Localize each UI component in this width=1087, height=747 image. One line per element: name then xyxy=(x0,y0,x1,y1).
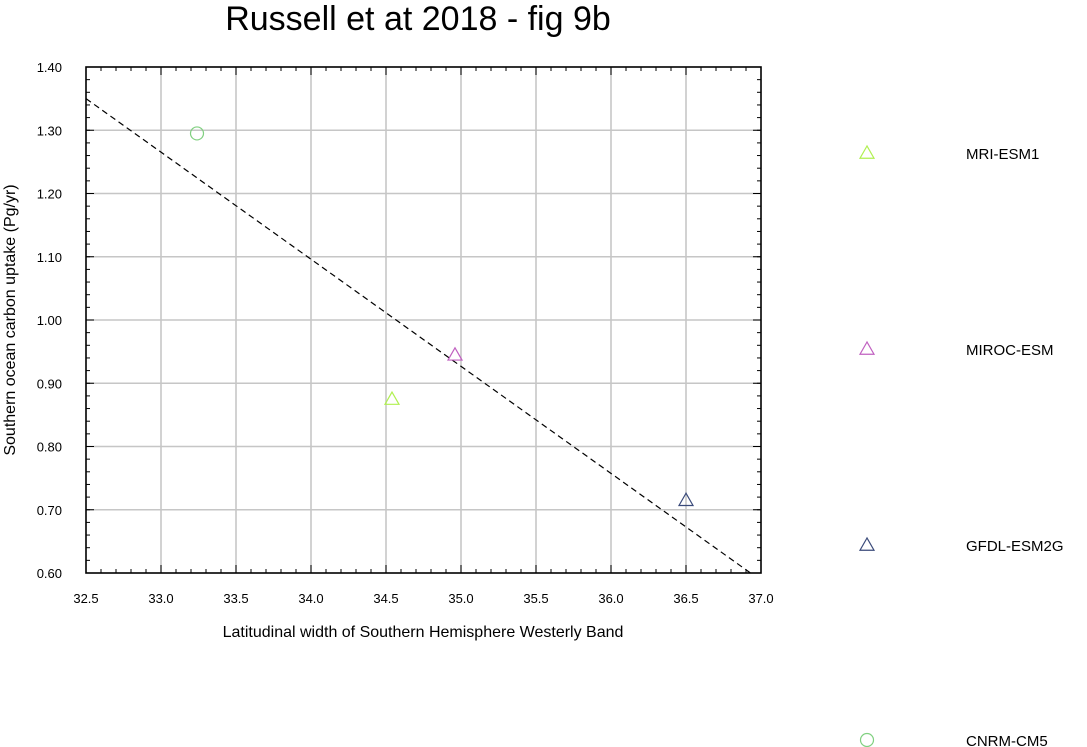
plot-frame xyxy=(85,66,762,574)
legend-marker-mri-esm1 xyxy=(858,144,876,159)
legend-label-miroc-esm: MIROC-ESM xyxy=(966,342,1054,359)
chart-title: Russell et at 2018 - fig 9b xyxy=(225,0,611,38)
y-tick-label: 0.90 xyxy=(37,376,62,391)
legend: MRI-ESM1 MIROC-ESM GFDL-ESM2G CNRM-CM5 xyxy=(858,144,1064,747)
y-tick-label: 0.70 xyxy=(37,503,62,518)
data-point-cnrm-cm5 xyxy=(189,126,205,141)
legend-label-mri-esm1: MRI-ESM1 xyxy=(966,146,1039,163)
x-tick-label: 37.0 xyxy=(748,591,773,606)
x-tick-label: 36.5 xyxy=(673,591,698,606)
regression-layer xyxy=(85,98,751,574)
x-tick-label: 34.5 xyxy=(373,591,398,606)
legend-label-gfdl-esm2g: GFDL-ESM2G xyxy=(966,538,1064,555)
y-tick-label: 0.60 xyxy=(37,566,62,581)
x-tick-label: 35.5 xyxy=(523,591,548,606)
x-tick-label: 35.0 xyxy=(448,591,473,606)
x-tick-label: 32.5 xyxy=(73,591,98,606)
x-axis-label: Latitudinal width of Southern Hemisphere… xyxy=(223,624,624,641)
y-tick-label: 1.00 xyxy=(37,313,62,328)
legend-marker-cnrm-cm5 xyxy=(859,732,875,747)
data-point-miroc-esm xyxy=(446,346,464,361)
y-tick-label: 0.80 xyxy=(37,440,62,455)
y-tick-label: 1.20 xyxy=(37,187,62,202)
x-tick-label: 33.0 xyxy=(148,591,173,606)
legend-marker-gfdl-esm2g xyxy=(858,536,876,551)
data-point-gfdl-esm2g xyxy=(677,492,695,507)
data-point-mri-esm1 xyxy=(383,390,401,405)
y-tick-label: 1.40 xyxy=(37,60,62,75)
regression-line xyxy=(85,98,751,574)
y-tick-label: 1.30 xyxy=(37,123,62,138)
y-axis-label: Southern ocean carbon uptake (Pg/yr) xyxy=(2,184,19,455)
x-tick-label: 36.0 xyxy=(598,591,623,606)
y-tick-label: 1.10 xyxy=(37,250,62,265)
grid-lines xyxy=(86,67,761,573)
x-tick-label: 33.5 xyxy=(223,591,248,606)
x-tick-label: 34.0 xyxy=(298,591,323,606)
legend-marker-miroc-esm xyxy=(858,340,876,355)
legend-label-cnrm-cm5: CNRM-CM5 xyxy=(966,733,1048,747)
data-points xyxy=(189,126,695,507)
